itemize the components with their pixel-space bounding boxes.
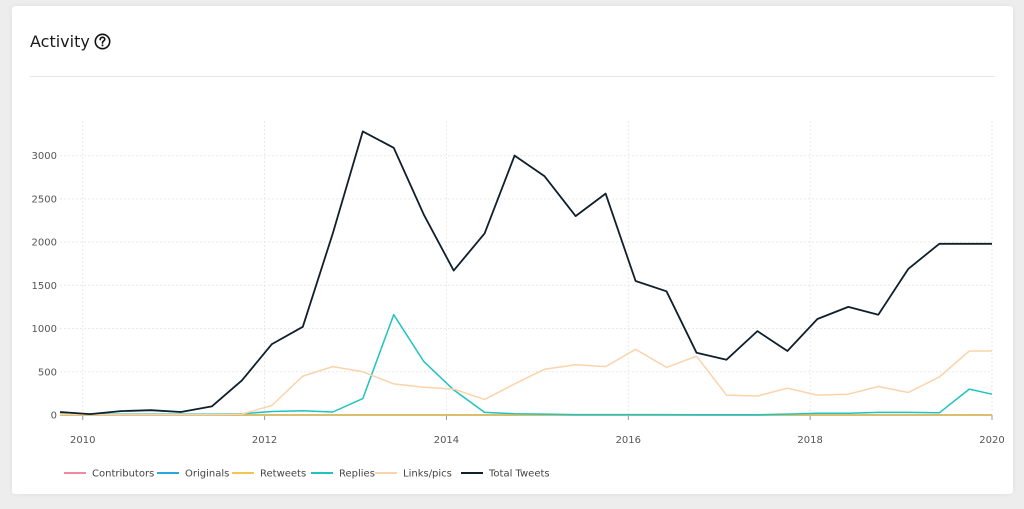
card-title: Activity <box>30 32 90 51</box>
y-tick-label: 1500 <box>32 281 57 292</box>
question-circle-icon[interactable] <box>94 33 111 50</box>
header-divider <box>30 76 995 77</box>
y-tick-label: 2500 <box>32 194 57 205</box>
x-tick-label: 2012 <box>252 435 277 446</box>
y-tick-label: 3000 <box>32 151 57 162</box>
legend-label-replies[interactable]: Replies <box>339 469 375 480</box>
legend-label-retweets[interactable]: Retweets <box>260 469 306 480</box>
x-tick-label: 2018 <box>797 435 822 446</box>
x-tick-label: 2016 <box>616 435 641 446</box>
x-tick-label: 2014 <box>434 435 459 446</box>
y-tick-label: 500 <box>38 367 57 378</box>
x-tick-label: 2010 <box>70 435 95 446</box>
legend-label-contributors[interactable]: Contributors <box>92 469 154 480</box>
y-tick-label: 0 <box>51 411 57 422</box>
series-line-total-tweets <box>59 130 992 416</box>
legend-label-total-tweets[interactable]: Total Tweets <box>488 469 550 480</box>
x-tick-label: 2020 <box>979 435 1004 446</box>
legend-label-links-pics[interactable]: Links/pics <box>403 469 452 480</box>
y-tick-label: 1000 <box>32 324 57 335</box>
legend-label-originals[interactable]: Originals <box>185 469 229 480</box>
card-header: Activity <box>30 32 111 51</box>
series-line-replies <box>59 313 993 416</box>
y-tick-label: 2000 <box>32 238 57 249</box>
series-line-links-pics <box>59 348 992 416</box>
